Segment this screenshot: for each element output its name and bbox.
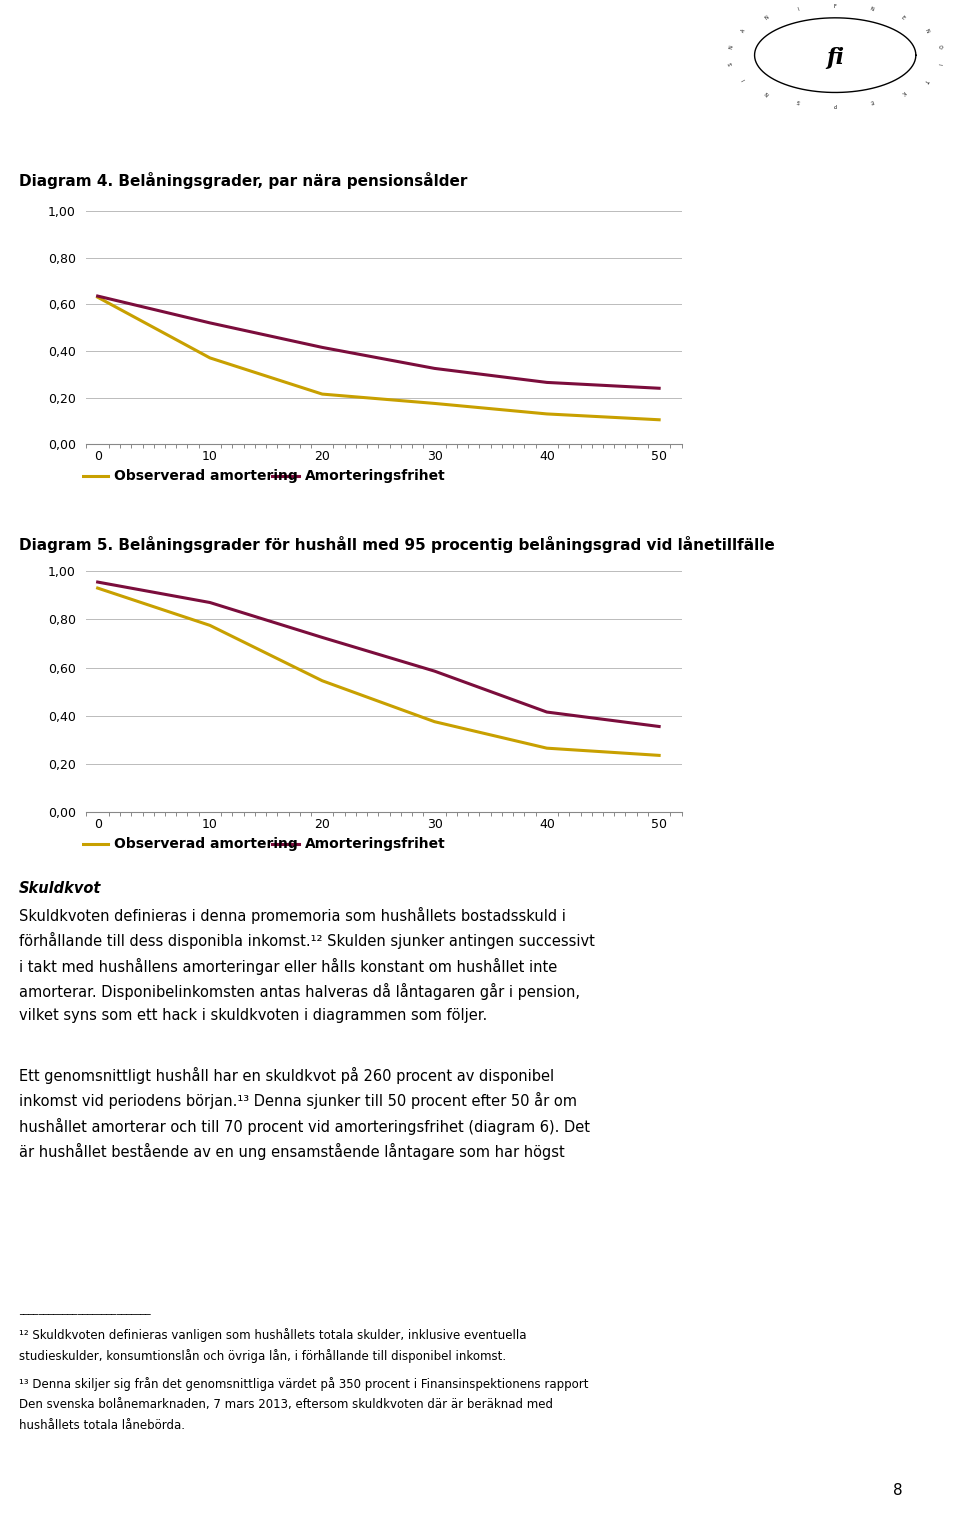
Text: Observerad amortering: Observerad amortering	[114, 836, 299, 852]
Text: hushållets totala lånebörda.: hushållets totala lånebörda.	[19, 1419, 185, 1431]
Text: Skuldkvot: Skuldkvot	[19, 881, 102, 896]
Text: amorterar. Disponibelinkomsten antas halveras då låntagaren går i pension,: amorterar. Disponibelinkomsten antas hal…	[19, 984, 580, 1000]
Text: P: P	[834, 101, 836, 107]
Text: S: S	[797, 98, 802, 104]
Text: A: A	[741, 28, 747, 34]
Text: Diagram 4. Belåningsgrader, par nära pensionsålder: Diagram 4. Belåningsgrader, par nära pen…	[19, 172, 468, 188]
Text: Observerad amortering: Observerad amortering	[114, 469, 299, 484]
Text: inkomst vid periodens början.¹³ Denna sjunker till 50 procent efter 50 år om: inkomst vid periodens början.¹³ Denna sj…	[19, 1092, 577, 1109]
Text: I: I	[741, 78, 746, 81]
Text: Den svenska bolånemarknaden, 7 mars 2013, eftersom skuldkvoten där är beräknad m: Den svenska bolånemarknaden, 7 mars 2013…	[19, 1397, 553, 1411]
Text: 8: 8	[893, 1483, 902, 1498]
Text: O: O	[936, 44, 942, 49]
Text: ¹² Skuldkvoten definieras vanligen som hushållets totala skulder, inklusive even: ¹² Skuldkvoten definieras vanligen som h…	[19, 1328, 527, 1342]
Text: T: T	[924, 77, 929, 83]
Text: I: I	[798, 6, 801, 12]
Text: N: N	[764, 15, 770, 21]
Text: förhållande till dess disponibla inkomst.¹² Skulden sjunker antingen successivt: förhållande till dess disponibla inkomst…	[19, 931, 595, 950]
Text: S: S	[729, 61, 734, 66]
Text: N: N	[869, 6, 874, 12]
Text: F: F	[834, 3, 836, 9]
Text: I: I	[937, 63, 942, 64]
Text: N: N	[924, 28, 929, 34]
Text: fi: fi	[827, 47, 844, 69]
Text: N: N	[764, 89, 770, 95]
Text: Skuldkvoten definieras i denna promemoria som hushållets bostadsskuld i: Skuldkvoten definieras i denna promemori…	[19, 907, 566, 924]
Text: i takt med hushållens amorteringar eller hålls konstant om hushållet inte: i takt med hushållens amorteringar eller…	[19, 958, 558, 974]
Text: Diagram 5. Belåningsgrader för hushåll med 95 procentig belåningsgrad vid låneti: Diagram 5. Belåningsgrader för hushåll m…	[19, 536, 775, 553]
Text: vilket syns som ett hack i skuldkvoten i diagrammen som följer.: vilket syns som ett hack i skuldkvoten i…	[19, 1008, 488, 1023]
Text: E: E	[900, 15, 906, 20]
Text: ___________________________: ___________________________	[19, 1305, 151, 1316]
Text: hushållet amorterar och till 70 procent vid amorteringsfrihet (diagram 6). Det: hushållet amorterar och till 70 procent …	[19, 1118, 590, 1135]
Text: K: K	[900, 90, 906, 95]
Text: Ett genomsnittligt hushåll har en skuldkvot på 260 procent av disponibel: Ett genomsnittligt hushåll har en skuldk…	[19, 1068, 554, 1085]
Text: ¹³ Denna skiljer sig från det genomsnittliga värdet på 350 procent i Finansinspe: ¹³ Denna skiljer sig från det genomsnitt…	[19, 1377, 588, 1391]
Text: Amorteringsfrihet: Amorteringsfrihet	[304, 836, 445, 852]
Text: studieskulder, konsumtionslån och övriga lån, i förhållande till disponibel inko: studieskulder, konsumtionslån och övriga…	[19, 1348, 506, 1363]
Text: E: E	[869, 98, 874, 104]
Text: Amorteringsfrihet: Amorteringsfrihet	[304, 469, 445, 484]
Text: är hushållet bestående av en ung ensamstående låntagare som har högst: är hushållet bestående av en ung ensamst…	[19, 1143, 564, 1160]
Text: N: N	[729, 44, 734, 49]
